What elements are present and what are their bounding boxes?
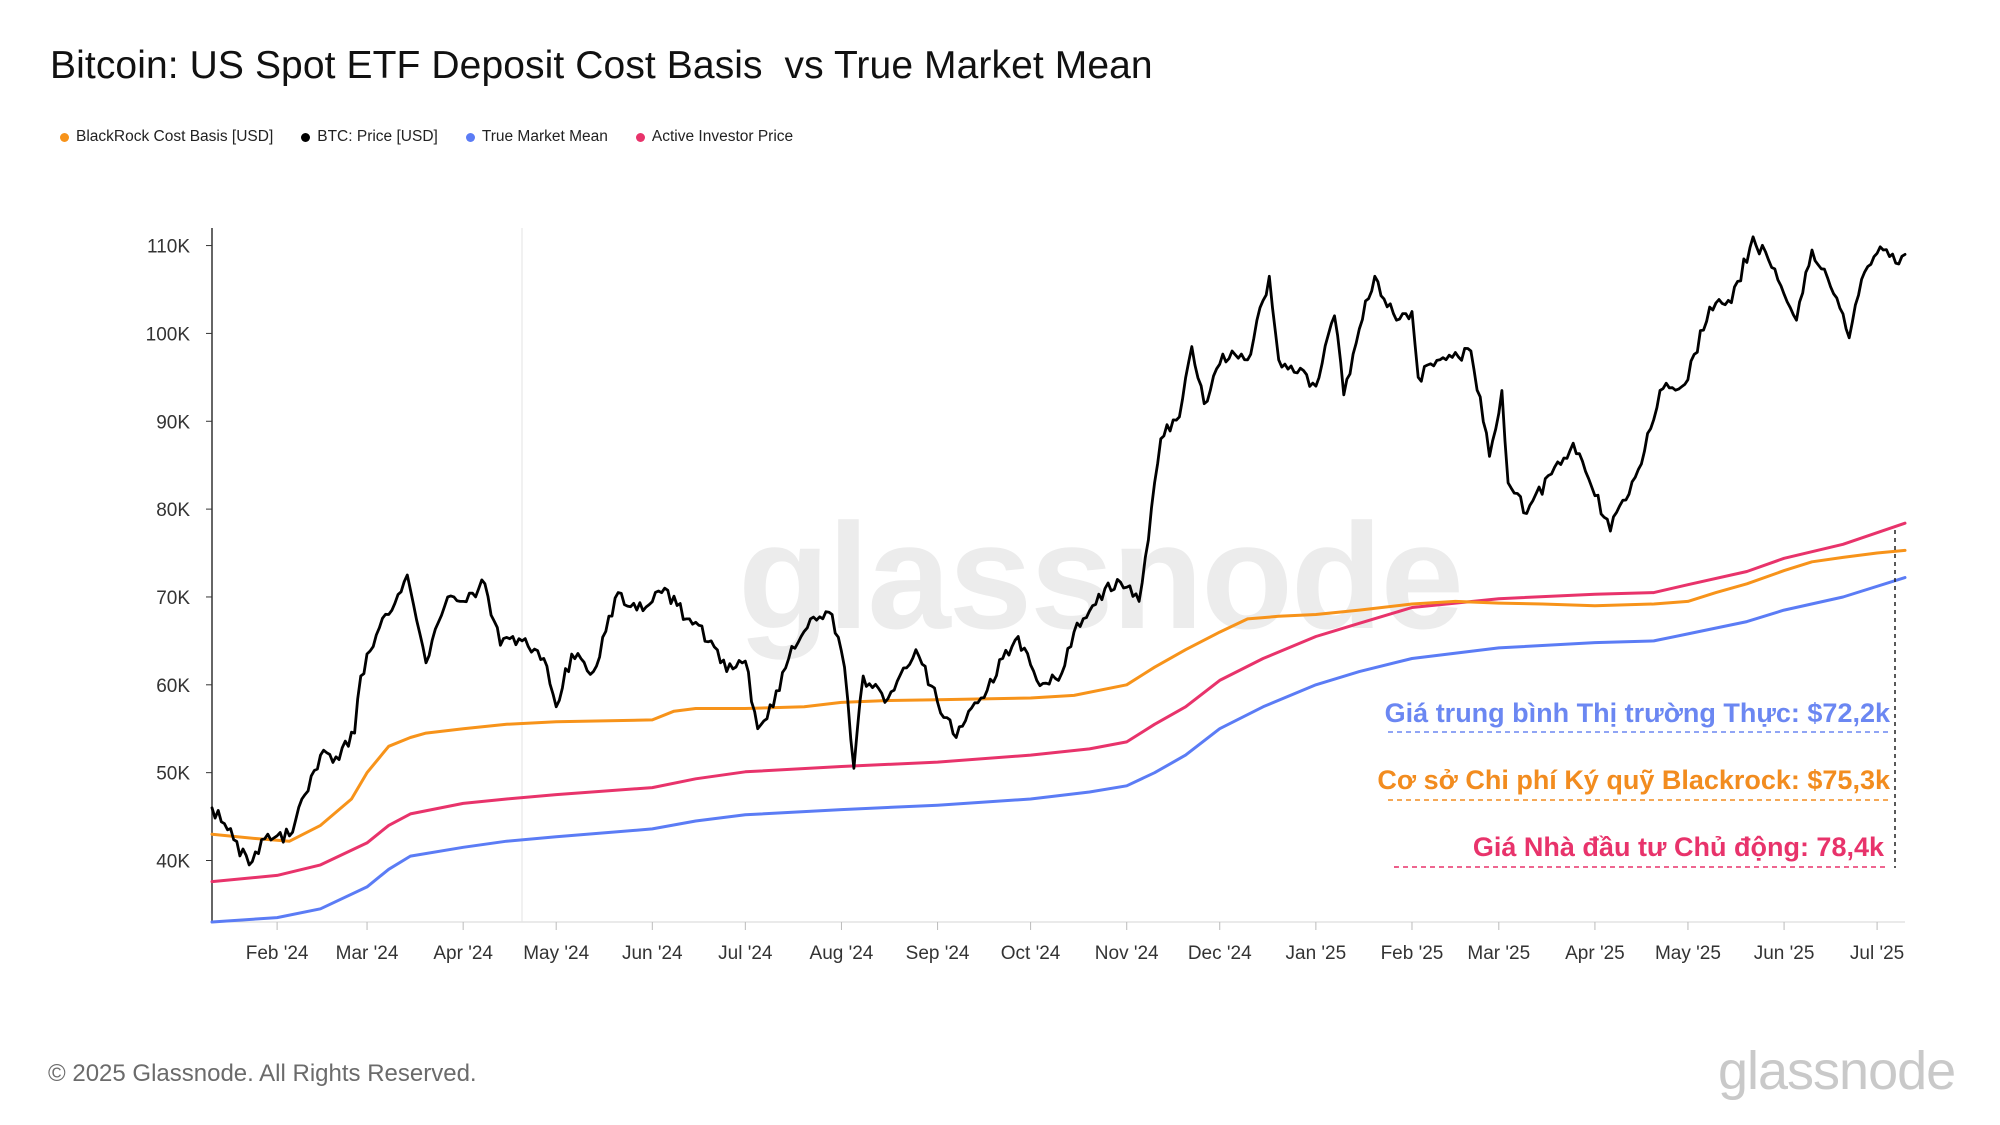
legend-dot-btc-price [301,132,311,142]
legend-item-blackrock[interactable]: BlackRock Cost Basis [USD] [60,128,273,146]
y-tick-label: 90K [156,412,190,433]
y-tick-label: 100K [146,324,191,345]
x-tick-label: Oct '24 [1001,943,1061,964]
legend-label-btc-price: BTC: Price [USD] [317,128,438,145]
x-tick-label: Feb '24 [246,943,309,964]
annotation-true-market-mean: Giá trung bình Thị trường Thực: $72,2k [1385,698,1891,728]
x-tick-label: Mar '24 [336,943,399,964]
x-tick-label: Nov '24 [1095,943,1159,964]
x-tick-label: Jun '25 [1754,943,1815,964]
y-tick-label: 70K [156,588,190,609]
legend-item-true-market-mean[interactable]: True Market Mean [465,128,608,146]
x-tick-label: Jul '25 [1850,943,1904,964]
legend-item-btc-price[interactable]: BTC: Price [USD] [301,128,438,146]
annotation-blackrock: Cơ sở Chi phí Ký quỹ Blackrock: $75,3k [1377,765,1891,795]
annotations: Giá trung bình Thị trường Thực: $72,2k C… [1377,530,1896,868]
y-tick-label: 40K [156,852,190,873]
series-line-active-investor-price [210,521,1907,884]
series-line-blackrock-cost-basis-usd [210,548,1907,843]
series-line-true-market-mean [210,576,1907,924]
x-tick-label: Apr '24 [433,943,493,964]
legend-label-true-market-mean: True Market Mean [481,128,608,145]
legend-dot-blackrock [60,132,69,142]
series-layer [210,235,1907,924]
y-tick-label: 110K [147,237,190,258]
legend-item-active-investor[interactable]: Active Investor Price [635,128,794,146]
brand-logo: glassnode [1718,1041,1956,1101]
legend-dot-active-investor [635,132,645,142]
chart-title: Bitcoin: US Spot ETF Deposit Cost Basis … [50,44,1153,87]
x-tick-label: Jun '24 [622,943,683,964]
annotation-active-investor: Giá Nhà đầu tư Chủ động: 78,4k [1473,832,1885,862]
watermark: glassnode [738,492,1462,660]
x-tick-label: Feb '25 [1381,943,1444,964]
y-tick-label: 60K [156,676,190,697]
legend-label-blackrock: BlackRock Cost Basis [USD] [76,128,274,145]
y-tick-label: 80K [156,500,190,521]
series-line-btc-price-usd [210,235,1907,867]
x-tick-label: Jan '25 [1286,943,1347,964]
copyright-text: © 2025 Glassnode. All Rights Reserved. [48,1060,477,1087]
axes: 40K 50K 60K 70K 80K 90K 100K 110K Feb '24 Mar '24… [146,228,1905,964]
y-tick-label: 50K [156,764,190,785]
x-tick-label: May '25 [1655,943,1721,964]
x-tick-label: Mar '25 [1467,943,1530,964]
x-tick-label: May '24 [523,943,589,964]
x-tick-label: Aug '24 [810,943,874,964]
legend: BlackRock Cost Basis [USD] BTC: Price [U… [60,128,793,146]
x-tick-label: Dec '24 [1188,943,1252,964]
x-tick-label: Jul '24 [718,943,773,964]
legend-label-active-investor: Active Investor Price [651,128,794,145]
x-tick-label: Apr '25 [1565,943,1625,964]
legend-dot-true-market-mean [465,132,475,142]
x-tick-label: Sep '24 [906,943,970,964]
